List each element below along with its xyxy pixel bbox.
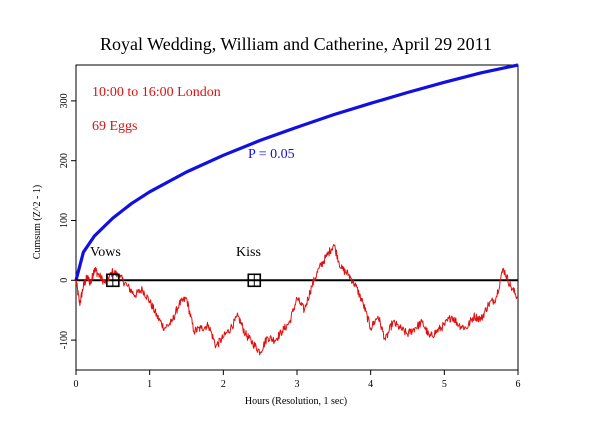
annotation-vows: Vows — [90, 245, 121, 260]
y-axis-label: Cumsum (Z^2 - 1) — [32, 185, 43, 259]
x-tick-label: 2 — [221, 379, 226, 390]
event-marker-kiss — [247, 273, 262, 288]
y-tick-label: 200 — [59, 153, 70, 168]
y-tick-label: 0 — [59, 278, 70, 283]
y-tick-label: 300 — [59, 93, 70, 108]
chart-title: Royal Wedding, William and Catherine, Ap… — [100, 34, 492, 54]
x-tick-label: 4 — [368, 379, 373, 390]
y-tick-label: -100 — [59, 331, 70, 349]
series-line-p-envelope — [74, 63, 519, 281]
annotation-eggs: 69 Eggs — [92, 119, 138, 134]
x-axis-label: Hours (Resolution, 1 sec) — [245, 396, 347, 407]
y-tick-label: 100 — [59, 213, 70, 228]
x-tick-label: 1 — [147, 379, 152, 390]
annotation-time-range: 10:00 to 16:00 London — [92, 85, 221, 100]
x-tick-label: 5 — [442, 379, 447, 390]
series-line-cumulative-deviation — [75, 243, 519, 356]
plot-frame — [75, 64, 519, 371]
x-tick-label: 0 — [74, 379, 79, 390]
event-marker-vows — [106, 273, 120, 288]
x-tick-label: 6 — [516, 379, 521, 390]
annotation-kiss: Kiss — [236, 245, 261, 260]
x-tick-label: 3 — [295, 379, 300, 390]
annotation-p-value: P = 0.05 — [248, 147, 295, 162]
